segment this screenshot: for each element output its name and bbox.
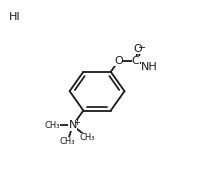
Text: −: − <box>138 43 146 53</box>
Text: NH: NH <box>141 62 158 72</box>
Text: +: + <box>73 118 80 127</box>
Text: O: O <box>134 44 142 54</box>
Text: HI: HI <box>8 12 20 22</box>
Text: CH₃: CH₃ <box>80 133 95 142</box>
Text: O: O <box>114 56 123 66</box>
Text: CH₃: CH₃ <box>45 121 60 130</box>
Text: C: C <box>132 56 139 66</box>
Text: N: N <box>69 120 77 130</box>
Text: CH₃: CH₃ <box>60 137 75 146</box>
